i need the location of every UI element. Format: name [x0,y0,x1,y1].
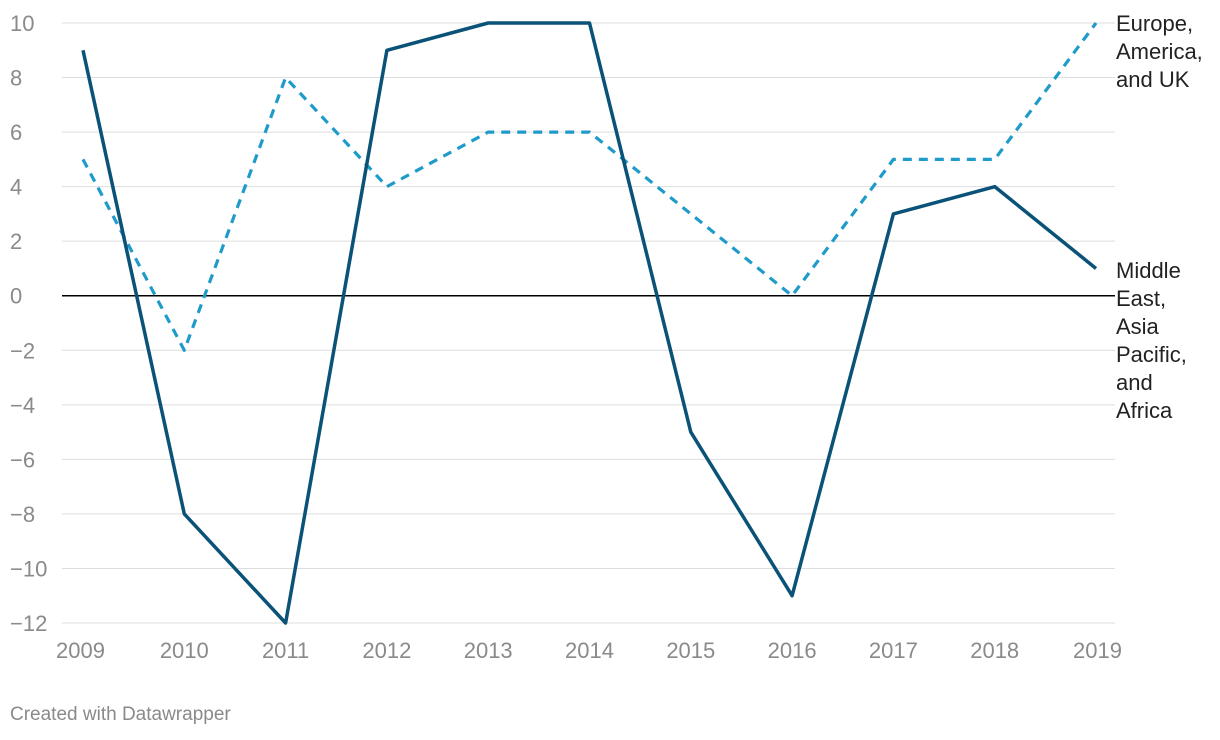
x-tick-label: 2014 [565,638,614,663]
x-axis-ticks: 2009 2010 2011 2012 2013 2014 2015 2016 2017 2018… [56,638,1122,663]
y-tick-label: −8 [10,502,35,527]
x-tick-label: 2015 [666,638,715,663]
label-europe-america-uk: Europe, [1116,11,1193,36]
gridlines [62,22,1115,624]
x-tick-label: 2010 [160,638,209,663]
x-tick-label: 2012 [362,638,411,663]
label-middle-east-asia-pacific-africa: Africa [1116,398,1173,423]
label-europe-america-uk: America, [1116,39,1203,64]
y-tick-label: −2 [10,338,35,363]
label-middle-east-asia-pacific-africa: Middle [1116,258,1181,283]
x-tick-label: 2009 [56,638,105,663]
y-tick-label: −4 [10,393,35,418]
y-axis-ticks: 10 8 6 4 2 0 −2 −4 −6 −8 −10 −12 [10,11,47,636]
y-tick-label: 10 [10,11,34,36]
series-labels: Middle East, Asia Pacific, and Africa Europe, A… [1116,11,1203,423]
x-tick-label: 2019 [1073,638,1122,663]
x-tick-label: 2011 [262,638,309,663]
label-middle-east-asia-pacific-africa: Asia [1116,314,1160,339]
series-lines [81,21,1098,625]
label-middle-east-asia-pacific-africa: Pacific, [1116,342,1187,367]
y-tick-label: 0 [10,284,22,309]
x-tick-label: 2017 [869,638,918,663]
y-tick-label: −10 [10,556,47,581]
label-europe-america-uk: and UK [1116,67,1190,92]
y-tick-label: −6 [10,447,35,472]
y-tick-label: 4 [10,175,22,200]
y-tick-label: 6 [10,120,22,145]
label-middle-east-asia-pacific-africa: and [1116,370,1153,395]
x-tick-label: 2018 [970,638,1019,663]
y-tick-label: 2 [10,229,22,254]
y-tick-label: −12 [10,611,47,636]
x-tick-label: 2013 [464,638,513,663]
x-tick-label: 2016 [768,638,817,663]
y-tick-label: 8 [10,66,22,91]
datawrapper-credit: Created with Datawrapper [10,704,231,725]
label-middle-east-asia-pacific-africa: East, [1116,286,1166,311]
line-middle-east-asia-pacific-africa [81,21,1098,625]
